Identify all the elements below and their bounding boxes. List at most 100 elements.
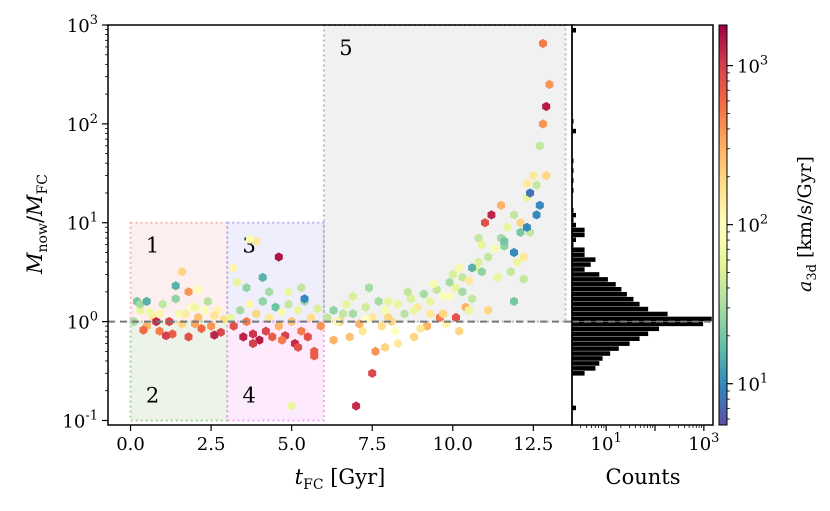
hexbin-point bbox=[445, 291, 454, 301]
hexbin-point bbox=[539, 119, 547, 129]
hexbin-point bbox=[287, 401, 296, 411]
hexbin-point bbox=[136, 299, 145, 309]
hexbin-point bbox=[474, 233, 483, 243]
hexbin-point bbox=[410, 305, 419, 315]
y-tick-label: 101 bbox=[67, 211, 98, 235]
y-tick-label: 100 bbox=[67, 310, 98, 334]
hexbin-point bbox=[522, 178, 531, 188]
hexbin-point bbox=[384, 296, 393, 306]
hexbin-point bbox=[229, 263, 238, 273]
histogram-bar bbox=[572, 311, 668, 317]
hexbin-point bbox=[452, 312, 460, 323]
hexbin-point bbox=[545, 79, 554, 90]
histogram-bar bbox=[572, 282, 616, 287]
hexbin-point bbox=[242, 283, 251, 293]
hexbin-point bbox=[542, 171, 551, 181]
x-tick-label: 10.0 bbox=[433, 434, 473, 455]
hexbin-point bbox=[403, 287, 412, 297]
hexbin-point bbox=[245, 234, 254, 244]
hexbin-point bbox=[439, 309, 448, 319]
histogram-bar bbox=[572, 247, 585, 253]
hexbin-point bbox=[352, 401, 361, 411]
histogram-bar bbox=[572, 361, 600, 366]
histogram-bar bbox=[572, 316, 712, 322]
hexbin-point bbox=[258, 296, 267, 306]
histogram-bar bbox=[572, 336, 640, 341]
histogram-bar bbox=[572, 405, 576, 411]
hexbin-point bbox=[513, 257, 522, 267]
hexbin-point bbox=[400, 309, 409, 319]
histogram-bar bbox=[572, 306, 649, 312]
histogram-bar bbox=[572, 227, 585, 233]
histogram-bar bbox=[572, 341, 630, 346]
y-axis-label: Mnow/MFC bbox=[23, 174, 51, 275]
hexbin-point bbox=[439, 291, 448, 301]
hexbin-point bbox=[416, 324, 425, 334]
hexbin-point bbox=[529, 171, 538, 181]
histogram-bar bbox=[572, 212, 576, 218]
colorbar-ticks: 101 102 103 bbox=[727, 54, 768, 420]
hexbin-point bbox=[374, 296, 383, 306]
hexbin-point bbox=[265, 312, 274, 323]
hexbin-point bbox=[510, 247, 518, 258]
hexbin-point bbox=[419, 289, 428, 299]
histogram-bar bbox=[572, 301, 640, 307]
hexbin-point bbox=[477, 240, 486, 250]
x-tick-label: 12.5 bbox=[513, 434, 553, 455]
hexbin-point bbox=[278, 307, 286, 317]
hexbin-point bbox=[339, 309, 348, 319]
hexbin-point bbox=[381, 342, 390, 352]
hexbin-point bbox=[274, 252, 283, 262]
hexbin-point bbox=[236, 305, 245, 315]
hexbin-point bbox=[358, 326, 367, 336]
y-tick-label: 10-1 bbox=[62, 408, 98, 432]
histogram-bar bbox=[572, 291, 627, 297]
region-label-1: 1 bbox=[146, 234, 159, 258]
histogram-panel: 101 103 bbox=[571, 24, 719, 455]
hexbin-point bbox=[323, 312, 332, 323]
hexbin-point bbox=[497, 200, 506, 210]
hexbin-point bbox=[210, 330, 219, 340]
hexbin-point bbox=[329, 305, 338, 315]
hexbin-point bbox=[310, 351, 319, 361]
hexbin-point bbox=[394, 299, 402, 309]
hexbin-point bbox=[210, 311, 219, 321]
region-label-4: 4 bbox=[243, 383, 256, 407]
hexbin-point bbox=[142, 296, 151, 306]
hexbin-point bbox=[139, 325, 148, 335]
hexbin-point bbox=[300, 294, 309, 304]
hexbin-point bbox=[384, 312, 393, 323]
region-2 bbox=[129, 320, 229, 422]
hexbin-point bbox=[448, 269, 457, 279]
colorbar-label: a3d [km/s/Gyr] bbox=[794, 156, 820, 292]
hexbin-point bbox=[458, 287, 467, 297]
region-5 bbox=[322, 24, 567, 323]
hexbin-point bbox=[155, 309, 164, 319]
hexbin-point bbox=[539, 38, 547, 49]
hexbin-point bbox=[249, 338, 257, 349]
hexbin-point bbox=[394, 338, 402, 349]
hexbin-point bbox=[294, 305, 303, 315]
hist-x-tick-label: 101 bbox=[591, 431, 622, 455]
histogram-bar bbox=[572, 222, 576, 228]
hexbin-point bbox=[506, 267, 515, 277]
hexbin-point bbox=[258, 272, 267, 282]
hexbin-point bbox=[381, 305, 390, 315]
histogram-axis-ticks: 101 103 bbox=[580, 425, 719, 455]
hexbin-point bbox=[184, 332, 193, 342]
hexbin-point bbox=[178, 267, 187, 277]
histogram-frame bbox=[571, 24, 714, 426]
hexbin-point bbox=[203, 296, 212, 306]
hexbin-point bbox=[519, 252, 528, 262]
hexbin-point bbox=[200, 305, 209, 315]
hexbin-point bbox=[342, 299, 351, 309]
histogram-bar bbox=[572, 296, 634, 302]
hexbin-point bbox=[468, 294, 477, 304]
histogram-bars bbox=[572, 27, 712, 411]
hexbin-point bbox=[284, 299, 293, 309]
hist-x-tick-label: 103 bbox=[688, 431, 719, 455]
colorbar-tick-label: 101 bbox=[737, 372, 768, 396]
hexbin-point bbox=[162, 331, 170, 341]
